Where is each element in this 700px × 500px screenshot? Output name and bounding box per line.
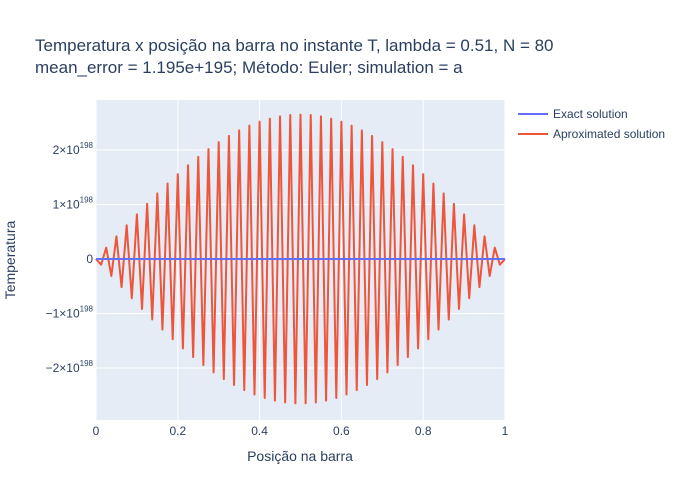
y-tick-label: −1×10198 bbox=[46, 305, 94, 321]
y-tick-labels: 2×10198 1×10198 0 −1×10198 −2×10198 bbox=[46, 141, 94, 375]
x-tick-label: 0.6 bbox=[333, 424, 350, 438]
y-axis-label: Temperatura bbox=[2, 220, 18, 299]
x-axis-label: Posição na barra bbox=[247, 448, 353, 464]
x-tick-labels: 0 0.2 0.4 0.6 0.8 1 bbox=[93, 424, 509, 438]
y-tick-label: 2×10198 bbox=[53, 141, 94, 157]
y-tick-label: −2×10198 bbox=[46, 359, 94, 375]
x-tick-label: 0.2 bbox=[169, 424, 186, 438]
legend[interactable]: Exact solution Aproximated solution bbox=[518, 107, 665, 141]
series-group bbox=[95, 113, 506, 405]
chart-title-line2: mean_error = 1.195e+195; Método: Euler; … bbox=[35, 58, 463, 77]
y-tick-label: 0 bbox=[86, 252, 93, 266]
x-tick-label: 0.4 bbox=[251, 424, 268, 438]
legend-label-approx: Aproximated solution bbox=[553, 127, 665, 141]
x-tick-label: 0.8 bbox=[415, 424, 432, 438]
y-tick-label: 1×10198 bbox=[53, 196, 94, 212]
legend-item-exact[interactable]: Exact solution bbox=[518, 107, 628, 121]
legend-item-approx[interactable]: Aproximated solution bbox=[518, 127, 665, 141]
x-tick-label: 0 bbox=[93, 424, 100, 438]
legend-label-exact: Exact solution bbox=[553, 107, 628, 121]
chart-title-line1: Temperatura x posição na barra no instan… bbox=[35, 36, 554, 55]
x-tick-label: 1 bbox=[502, 424, 509, 438]
series-aproximated-solution[interactable] bbox=[95, 113, 506, 405]
